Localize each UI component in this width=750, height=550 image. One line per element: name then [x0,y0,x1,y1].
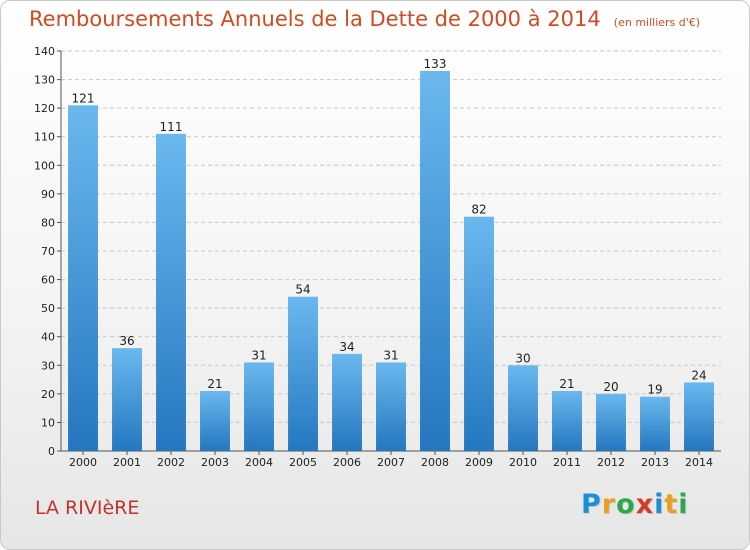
bar-value-label: 34 [339,340,354,354]
bar-2007 [376,362,406,451]
bar-value-label: 111 [160,120,183,134]
x-tick-label: 2011 [553,456,581,469]
x-tick-label: 2001 [113,456,141,469]
x-tick-label: 2010 [509,456,537,469]
y-tick-label: 30 [41,359,55,372]
bar-2005 [288,296,318,451]
bar-2002 [156,133,186,451]
proxiti-logo: Proxiti [581,489,689,520]
y-tick-label: 20 [41,388,55,401]
y-tick-label: 100 [34,159,55,172]
y-tick-label: 110 [34,131,55,144]
y-tick-label: 140 [34,45,55,58]
bar-value-label: 21 [207,377,222,391]
y-tick-label: 0 [48,445,55,458]
bar-value-label: 30 [515,351,530,365]
bar-value-label: 133 [424,57,447,71]
y-tick-label: 80 [41,216,55,229]
bar-2000 [68,105,98,452]
x-tick-label: 2003 [201,456,229,469]
commune-name: LA RIVIèRE [35,497,140,519]
y-tick-label: 130 [34,74,55,87]
axes: 0 10 20 30 40 50 60 70 80 90 100 110 120 130 140 2000 20… [34,45,721,469]
bar-2001 [112,348,142,451]
bar-2014 [684,382,714,451]
bar-2009 [464,216,494,451]
y-tick-label: 10 [41,416,55,429]
title-row: Remboursements Annuels de la Dette de 20… [29,7,700,31]
bar-2012 [596,393,626,451]
bar-2004 [244,362,274,451]
x-tick-label: 2008 [421,456,449,469]
bar-2013 [640,396,670,451]
bar-value-label: 31 [251,348,266,362]
y-tick-label: 40 [41,331,55,344]
x-tick-label: 2005 [289,456,317,469]
y-tick-label: 120 [34,102,55,115]
chart-title: Remboursements Annuels de la Dette de 20… [29,7,601,31]
x-tick-label: 2009 [465,456,493,469]
x-tick-label: 2014 [685,456,713,469]
bar-value-label: 19 [647,383,662,397]
bar-value-label: 54 [295,283,310,297]
x-tick-label: 2007 [377,456,405,469]
x-tick-label: 2000 [69,456,97,469]
y-tick-label: 60 [41,274,55,287]
y-tick-label: 70 [41,245,55,258]
bar-value-label: 20 [603,380,618,394]
bar-2003 [200,391,230,451]
bar-value-label: 31 [383,348,398,362]
bar-value-label: 21 [559,377,574,391]
x-tick-label: 2002 [157,456,185,469]
x-tick-label: 2012 [597,456,625,469]
x-tick-label: 2006 [333,456,361,469]
bar-value-label: 24 [691,368,706,382]
x-tick-label: 2013 [641,456,669,469]
y-tick-label: 50 [41,302,55,315]
bar-2006 [332,353,362,451]
bar-2008 [420,71,450,451]
y-tick-label: 90 [41,188,55,201]
chart-subtitle: (en milliers d'€) [613,16,701,29]
bar-2011 [552,391,582,451]
bar-value-label: 121 [72,91,95,105]
bar-value-label: 36 [119,334,134,348]
x-tick-label: 2004 [245,456,273,469]
bars: 121 36 111 21 31 54 34 31 133 82 30 21 20 19 24 [68,57,714,452]
bar-value-label: 82 [471,203,486,217]
bar-2010 [508,365,538,451]
